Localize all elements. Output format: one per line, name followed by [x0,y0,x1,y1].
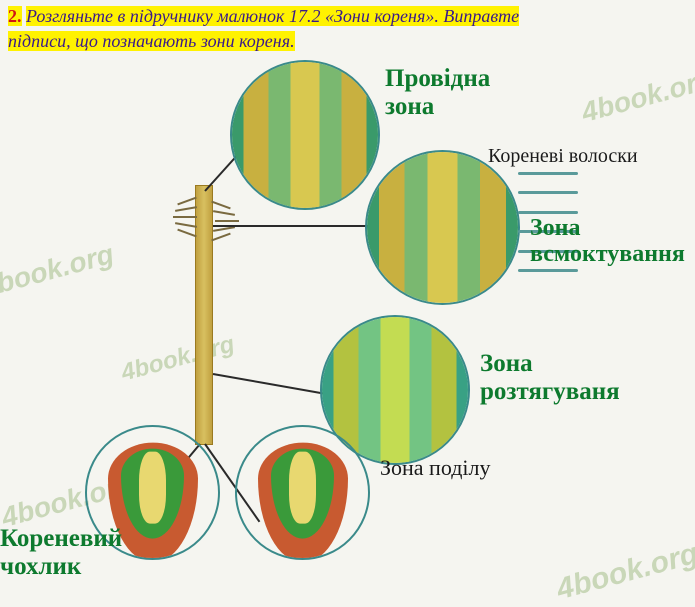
circle-providna-zona [230,60,380,210]
label-text: чохлик [0,553,81,580]
label-text: Зона [480,350,533,377]
root-zones-diagram: 4book.org 4book.org 4book.org 4book.org … [0,55,695,578]
watermark: 4book.org [553,537,695,607]
arrow [213,225,368,227]
label-text: Кореневий [0,525,122,552]
label-text: всмоктування [530,241,685,267]
question-number: 2. [8,6,22,26]
question-line2: підписи, що позначають зони кореня. [8,31,295,51]
circle-zona-podilu [235,425,370,560]
watermark: 4book.org [0,238,117,304]
label-text: розтягуваня [480,378,620,405]
circle-zona-vsmoktuvannia [365,150,520,305]
label-providna-zona: Провідна зона [385,65,490,120]
label-text: Кореневі волоски [488,145,638,167]
label-korenevi-volosky: Кореневі волоски [488,145,638,168]
label-text: Провідна [385,65,490,92]
question-line1: Розгляньте в підручнику малюнок 17.2 «Зо… [26,6,519,26]
watermark: 4book.org [578,63,695,129]
label-text: Зона [530,215,581,241]
label-korenevy-chokhlyk: Кореневий чохлик [0,525,122,580]
label-zona-vsmoktuvannia: Зона всмоктування [530,215,685,268]
label-text: зона [385,93,434,120]
label-text: Зона поділу [380,455,490,480]
arrow [213,373,327,395]
question-box: 2. Розгляньте в підручнику малюнок 17.2 … [0,0,695,58]
question-text: 2. Розгляньте в підручнику малюнок 17.2 … [8,4,687,54]
label-zona-podilu: Зона поділу [380,455,490,481]
watermark: 4book.org [118,330,237,387]
label-zona-roztiahuvannia: Зона розтягуваня [480,350,620,405]
